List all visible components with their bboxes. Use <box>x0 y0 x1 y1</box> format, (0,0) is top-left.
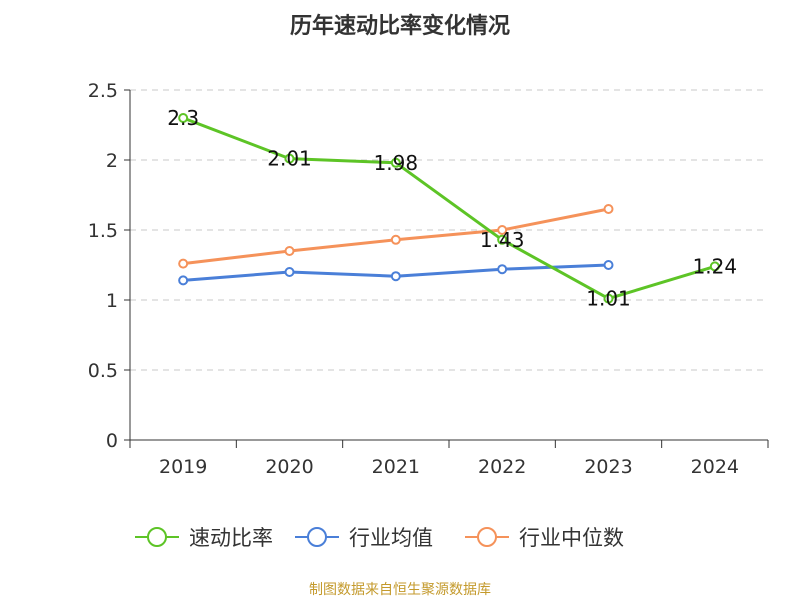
data-point <box>284 153 295 164</box>
series-2 <box>178 204 614 269</box>
source-note: 制图数据来自恒生聚源数据库 <box>309 582 491 598</box>
data-point <box>497 264 508 275</box>
data-label: 1.01 <box>586 287 631 311</box>
data-label: 1.24 <box>693 254 738 278</box>
x-tick-label: 2020 <box>265 456 313 478</box>
x-tick-label: 2022 <box>478 456 526 478</box>
legend-label: 行业均值 <box>349 526 433 550</box>
legend-marker <box>477 527 497 547</box>
data-point <box>497 225 508 235</box>
data-label: 1.43 <box>480 228 525 252</box>
axes: 0 0.5 1 1.5 2 2.5 2019 2020 2021 2022 2023 2024 <box>88 80 769 478</box>
data-point <box>390 234 401 245</box>
y-tick-label: 1 <box>106 290 118 312</box>
data-label: 1.98 <box>374 151 419 175</box>
y-tick-label: 1.5 <box>88 220 118 242</box>
data-point <box>603 293 614 304</box>
data-point <box>603 204 614 214</box>
y-tick-label: 0 <box>106 430 118 452</box>
data-point <box>603 260 614 270</box>
y-tick-label: 2.5 <box>88 80 118 102</box>
legend-marker <box>307 527 327 547</box>
legend-marker <box>147 527 167 547</box>
legend-label: 行业中位数 <box>519 526 624 550</box>
series-lines <box>178 113 720 304</box>
chart-title: 历年速动比率变化情况 <box>290 13 510 39</box>
x-tick-label: 2023 <box>584 456 632 478</box>
grid-lines <box>130 89 768 371</box>
x-tick-label: 2019 <box>159 456 207 478</box>
series-line <box>181 116 717 301</box>
legend-item: 行业中位数 <box>465 526 624 550</box>
series-1 <box>178 260 614 286</box>
legend-label: 速动比率 <box>189 526 273 550</box>
legend-item: 行业均值 <box>295 526 433 550</box>
x-tick-label: 2024 <box>691 456 739 478</box>
data-label: 2.3 <box>167 106 199 130</box>
series-0 <box>178 113 720 304</box>
data-labels: 2.3 2.01 1.98 1.43 1.01 1.24 <box>167 106 737 311</box>
data-point <box>178 275 189 286</box>
data-point <box>497 234 508 245</box>
data-point <box>178 258 189 269</box>
data-point <box>284 267 295 277</box>
legend-item: 速动比率 <box>135 526 273 550</box>
y-tick-label: 0.5 <box>88 360 118 382</box>
data-point <box>178 113 189 123</box>
y-tick-label: 2 <box>106 150 118 172</box>
data-point <box>390 271 401 282</box>
data-point <box>284 246 295 256</box>
data-label: 2.01 <box>267 147 312 171</box>
data-point <box>709 261 720 272</box>
data-point <box>390 157 401 168</box>
legend: 速动比率 行业均值 行业中位数 <box>135 526 624 550</box>
x-tick-label: 2021 <box>372 456 420 478</box>
